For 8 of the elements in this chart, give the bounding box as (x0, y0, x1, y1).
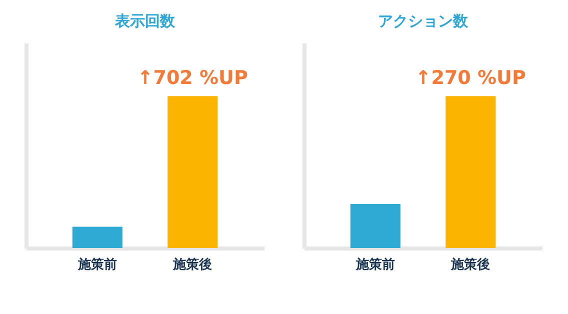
x-tick-label: 施策後 (172, 256, 212, 272)
x-tick-label: 施策前 (354, 256, 395, 272)
chart-title: アクション数 (378, 12, 469, 30)
annotation: ↑270 %UP (415, 67, 526, 90)
x-tick-label: 施策後 (450, 256, 490, 272)
annotation: ↑702 %UP (137, 67, 248, 90)
x-tick-label: 施策前 (76, 256, 117, 272)
chart-title: 表示回数 (114, 12, 176, 30)
